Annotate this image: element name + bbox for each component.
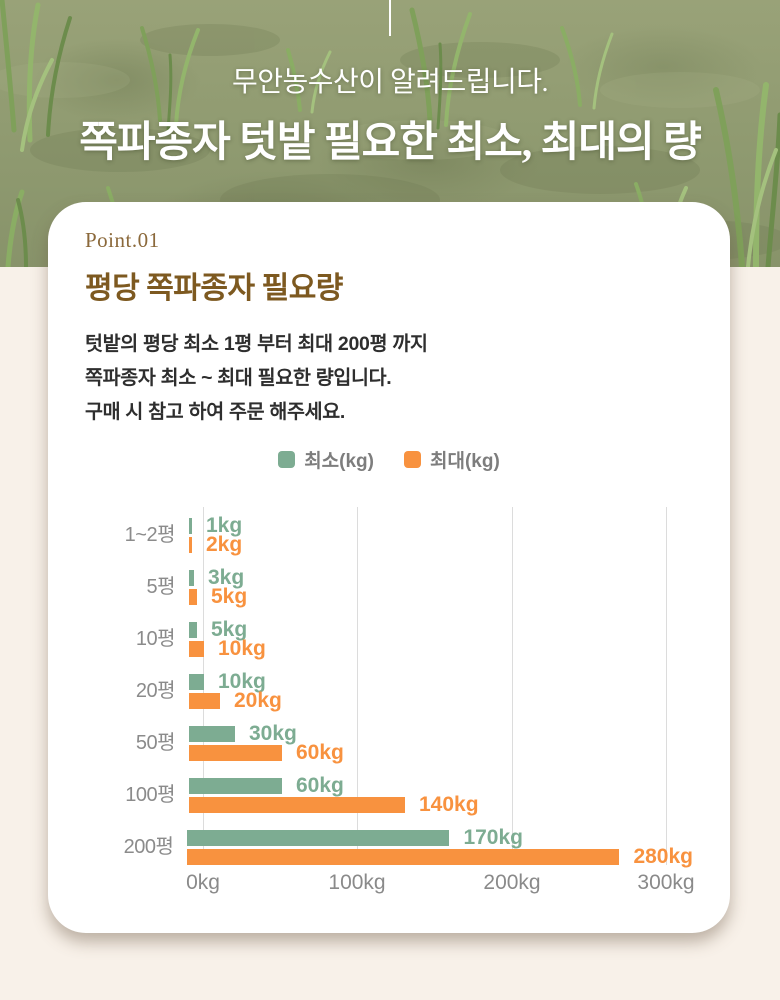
bar-value-label: 3kg [208,566,245,589]
description-line: 쪽파종자 최소 ~ 최대 필요한 량입니다. [85,367,392,389]
max-bar [189,589,197,605]
max-bar [189,745,282,761]
category-label: 50평 [135,732,176,754]
bar-value-label: 170kg [463,826,523,849]
category-label: 100평 [125,784,175,806]
min-bar [189,726,235,742]
x-tick-label: 300kg [637,871,695,894]
bar-pair: 3kg 5kg [189,566,693,621]
max-bar-line: 20kg [189,689,693,712]
bar-value-label: 1kg [206,514,243,537]
top-divider-line [389,0,391,36]
bar-row: 5평 3kg 5kg [85,566,693,621]
max-series-label: 최대(kg) [430,450,500,472]
min-bar [189,622,197,638]
max-bar-line: 10kg [189,637,693,660]
bar-row: 200평 170kg 280kg [85,826,693,881]
max-bar-line: 2kg [189,533,693,556]
max-bar-line: 280kg [187,845,693,868]
point-kicker: Point.01 [85,228,160,252]
min-bar-line: 60kg [189,774,693,797]
hero-subtitle: 무안농수산이 알려드립니다. [231,67,549,98]
bar-pair: 5kg 10kg [189,618,693,673]
min-series-label: 최소(kg) [304,450,374,472]
min-bar-line: 1kg [189,514,693,537]
bar-value-label: 20kg [234,689,282,712]
min-bar-line: 10kg [189,670,693,693]
description-line: 구매 시 참고 하여 주문 해주세요. [85,401,346,423]
max-bar-line: 5kg [189,585,693,608]
category-label: 20평 [135,680,176,702]
bar-pair: 1kg 2kg [189,514,693,569]
min-bar [189,778,282,794]
bar-pair: 30kg 60kg [189,722,693,777]
bar-row: 50평 30kg 60kg [85,722,693,777]
max-bar-line: 60kg [189,741,693,764]
gridline [666,507,667,865]
min-bar [187,830,450,846]
gridline [357,507,358,865]
bar-value-label: 60kg [296,741,344,764]
max-bar [189,797,405,813]
bar-value-label: 140kg [419,793,479,816]
max-bar-line: 140kg [189,793,693,816]
min-series-swatch [278,450,296,468]
x-axis-ticks: 0kg 100kg 200kg 300kg [186,871,695,897]
max-bar [187,849,620,865]
min-bar-line: 3kg [189,566,693,589]
min-bar [189,518,192,534]
min-bar-line: 5kg [189,618,693,641]
bar-row: 1~2평 1kg 2kg [85,514,693,569]
min-bar-line: 30kg [189,722,693,745]
min-bar-line: 170kg [187,826,693,849]
bar-row: 10평 5kg 10kg [85,618,693,673]
card-title: 평당 쪽파종자 필요량 [85,272,343,305]
x-tick-label: 100kg [328,871,386,894]
bar-pair: 170kg 280kg [187,826,693,881]
hero-text-block: 무안농수산이 알려드립니다. 쪽파종자 텃밭 필요한 최소, 최대의 량 [0,60,780,169]
bar-value-label: 5kg [211,618,248,641]
hero-title: 쪽파종자 텃밭 필요한 최소, 최대의 량 [79,120,702,166]
chart-rows: 1~2평 1kg 2kg 5평 3kg 5kg 10평 5kg 10kg 20평 10kg 20kg 5… [85,514,693,881]
bar-value-label: 5kg [211,585,248,608]
bar-value-label: 280kg [633,845,693,868]
chart-legend: 최소(kg) 최대(kg) [85,446,693,473]
category-label: 200평 [123,836,174,858]
max-bar [189,693,220,709]
min-bar [189,674,204,690]
description-line: 텃밭의 평당 최소 1평 부터 최대 200평 까지 [85,333,428,355]
min-bar [189,570,194,586]
bar-value-label: 2kg [206,533,243,556]
category-label: 1~2평 [124,524,176,546]
legend-item-min: 최소(kg) [278,446,374,473]
max-series-swatch [404,450,421,468]
x-tick-label: 200kg [483,871,541,894]
description: 텃밭의 평당 최소 1평 부터 최대 200평 까지 쪽파종자 최소 ~ 최대 … [85,327,693,429]
gridline [512,507,513,865]
bar-pair: 60kg 140kg [189,774,693,829]
bar-chart: 1~2평 1kg 2kg 5평 3kg 5kg 10평 5kg 10kg 20평 10kg 20kg 5… [85,499,695,903]
max-bar [189,641,204,657]
bar-row: 20평 10kg 20kg [85,670,693,725]
bar-value-label: 60kg [296,774,344,797]
bar-value-label: 10kg [218,637,266,660]
bar-pair: 10kg 20kg [189,670,693,725]
category-label: 10평 [135,628,176,650]
max-bar [189,537,192,553]
info-card: Point.01 평당 쪽파종자 필요량 텃밭의 평당 최소 1평 부터 최대 … [48,202,730,933]
category-label: 5평 [146,576,175,598]
bar-value-label: 10kg [218,670,266,693]
bar-row: 100평 60kg 140kg [85,774,693,829]
legend-item-max: 최대(kg) [404,446,500,473]
bar-value-label: 30kg [249,722,297,745]
x-tick-label: 0kg [186,871,220,894]
